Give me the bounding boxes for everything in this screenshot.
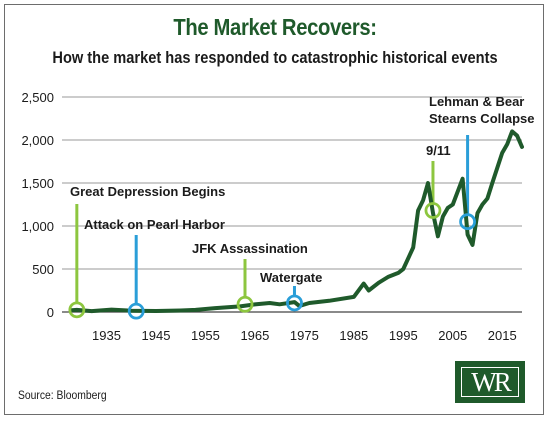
chart-frame (4, 4, 544, 415)
y-tick-label: 2,000 (21, 133, 54, 148)
annotation-marker (459, 213, 476, 231)
annotation-marker (127, 302, 145, 320)
x-tick-label: 1975 (290, 328, 319, 343)
annotation-label: Attack on Pearl Harbor (84, 217, 225, 232)
y-tick-label: 1,000 (21, 219, 54, 234)
wr-logo-border: WR (461, 367, 519, 397)
x-tick-label: 1955 (191, 328, 220, 343)
wr-logo-text: WR (471, 366, 511, 397)
y-tick-label: 2,500 (21, 90, 54, 105)
y-tick-label: 0 (47, 305, 54, 320)
annotation-marker (286, 294, 303, 312)
market-line (69, 129, 524, 314)
y-tick-label: 500 (32, 262, 54, 277)
wr-logo: WR (455, 361, 525, 403)
annotation-marker (424, 202, 442, 219)
x-tick-label: 1935 (92, 328, 121, 343)
x-tick-label: 1995 (389, 328, 418, 343)
y-tick-label: 1,500 (21, 176, 54, 191)
x-tick-label: 1965 (240, 328, 269, 343)
annotation-marker (68, 301, 86, 319)
chart-subtitle: How the market has responded to catastro… (52, 48, 498, 67)
x-tick-label: 1945 (142, 328, 171, 343)
x-tick-label: 2015 (488, 328, 517, 343)
annotation-label: Great Depression Begins (70, 184, 225, 199)
x-tick-label: 2005 (438, 328, 467, 343)
x-tick-label: 1985 (339, 328, 368, 343)
annotation-label: 9/11 (426, 143, 451, 158)
annotation-marker (236, 295, 254, 313)
annotation-label: Watergate (260, 270, 322, 285)
source-note: Source: Bloomberg (18, 390, 107, 402)
annotation-label-line: Stearns Collapse (429, 111, 535, 126)
chart-title: The Market Recovers: (173, 14, 377, 40)
annotation-label: JFK Assassination (192, 241, 308, 256)
annotation-label-line: Lehman & Bear (429, 94, 524, 109)
